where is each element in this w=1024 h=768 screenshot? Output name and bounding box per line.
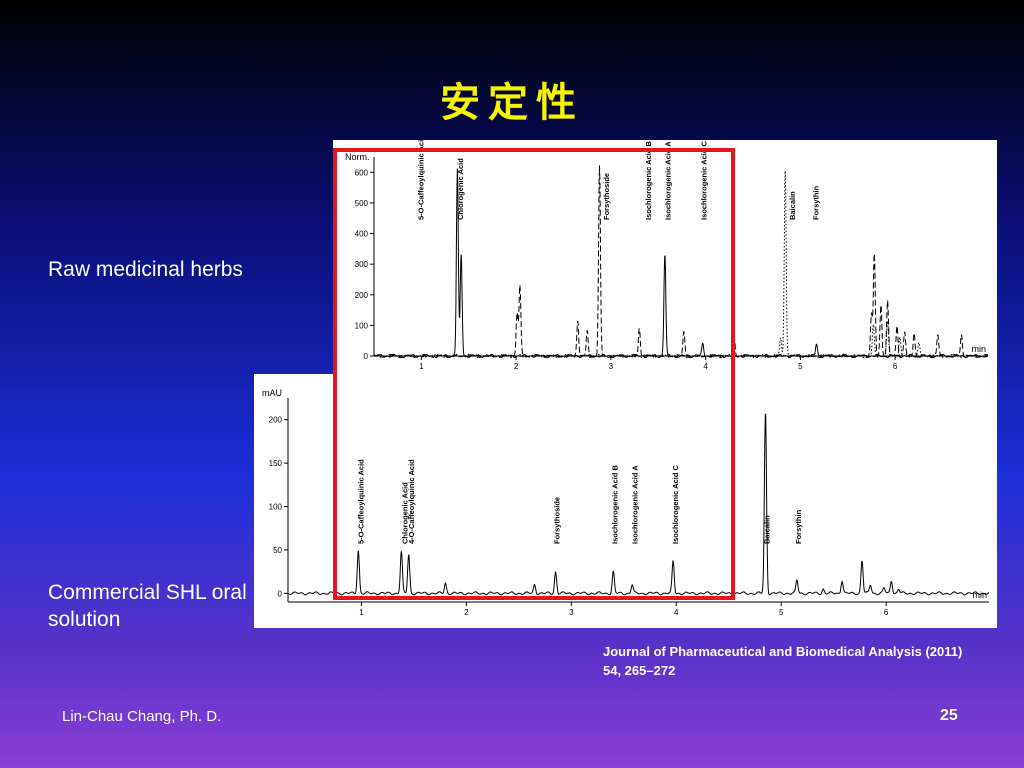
chromatogram-commercial-svg: 0 50 100 150 200 1 2 3 4 5 6 mAU min 5-O-Caffeoylquin… [262,388,990,617]
peak-label: Isochlorogenic Acid C [671,465,680,544]
x-axis-label: min [972,590,987,600]
peak-label: Forsythoside [602,173,611,220]
x-tick-label: 5 [779,608,784,617]
chromatogram-raw-herbs: 0 100 200 300 400 500 600 1 2 3 4 5 6 Norm. min 5-O-Caf… [333,140,997,380]
x-axis-label: min [971,344,986,354]
chromatogram-trace [373,168,989,359]
chromatogram-trace [373,165,989,359]
peak-label: Baicalin [763,515,772,544]
slide-title: 安定性 [440,79,584,126]
y-tick-label: 300 [355,260,369,269]
x-tick-label: 6 [884,608,889,617]
y-tick-label: 0 [278,589,283,598]
y-tick-label: 500 [355,199,369,208]
y-axis-label: Norm. [345,152,370,162]
peak-label: Baicalin [788,191,797,220]
x-tick-label: 4 [674,608,679,617]
chromatogram-trace [373,170,989,359]
y-tick-label: 0 [364,352,369,361]
y-tick-label: 50 [273,546,282,555]
chromatogram-trace [287,413,990,596]
y-tick-label: 100 [269,503,283,512]
y-tick-label: 150 [269,459,283,468]
peak-label: 4-O-Caffeoylquinic Acid [407,459,416,544]
peak-label: Chlorogenic Acid [456,158,465,220]
peak-label: Isochlorogenic Acid A [664,141,673,220]
x-tick-label: 1 [359,608,364,617]
peak-label: Isochlorogenic Acid C [700,141,709,220]
x-tick-label: 2 [514,362,519,371]
y-tick-label: 100 [355,321,369,330]
peak-label: Forsythin [812,185,821,220]
x-tick-label: 4 [703,362,708,371]
y-tick-label: 200 [269,416,283,425]
peak-label: Isochlorogenic Acid A [630,465,639,544]
chromatogram-commercial-solution: 0 50 100 150 200 1 2 3 4 5 6 mAU min 5-O-Caffeoylquin… [254,374,997,628]
peak-label: Isochlorogenic Acid B [644,141,653,220]
x-tick-label: 3 [609,362,614,371]
peak-label: Chlorogenic Acid [400,482,409,544]
page-number: 25 [940,707,958,724]
x-tick-label: 2 [464,608,469,617]
commercial-solution-label: Commercial SHL oral solution [48,581,247,631]
footer-author: Lin-Chau Chang, Ph. D. [62,708,222,725]
peak-label: Forsythoside [553,497,562,544]
y-tick-label: 600 [355,168,369,177]
x-tick-label: 3 [569,608,574,617]
peak-label: 5-O-Caffeoylquinic Acid [356,459,365,544]
citation: Journal of Pharmaceutical and Biomedical… [603,644,963,678]
x-tick-label: 6 [893,362,898,371]
y-tick-label: 400 [355,230,369,239]
x-tick-label: 5 [798,362,803,371]
raw-herbs-label: Raw medicinal herbs [48,258,243,281]
y-axis-label: mAU [262,388,282,398]
x-tick-label: 1 [419,362,424,371]
y-tick-label: 200 [355,291,369,300]
peak-label: 5-O-Caffeoylquinic Acid [416,140,425,220]
peak-label: Isochlorogenic Acid B [610,465,619,544]
peak-label: Forsythin [794,509,803,544]
chromatogram-raw-herbs-svg: 0 100 200 300 400 500 600 1 2 3 4 5 6 Norm. min 5-O-Caf… [345,140,989,371]
